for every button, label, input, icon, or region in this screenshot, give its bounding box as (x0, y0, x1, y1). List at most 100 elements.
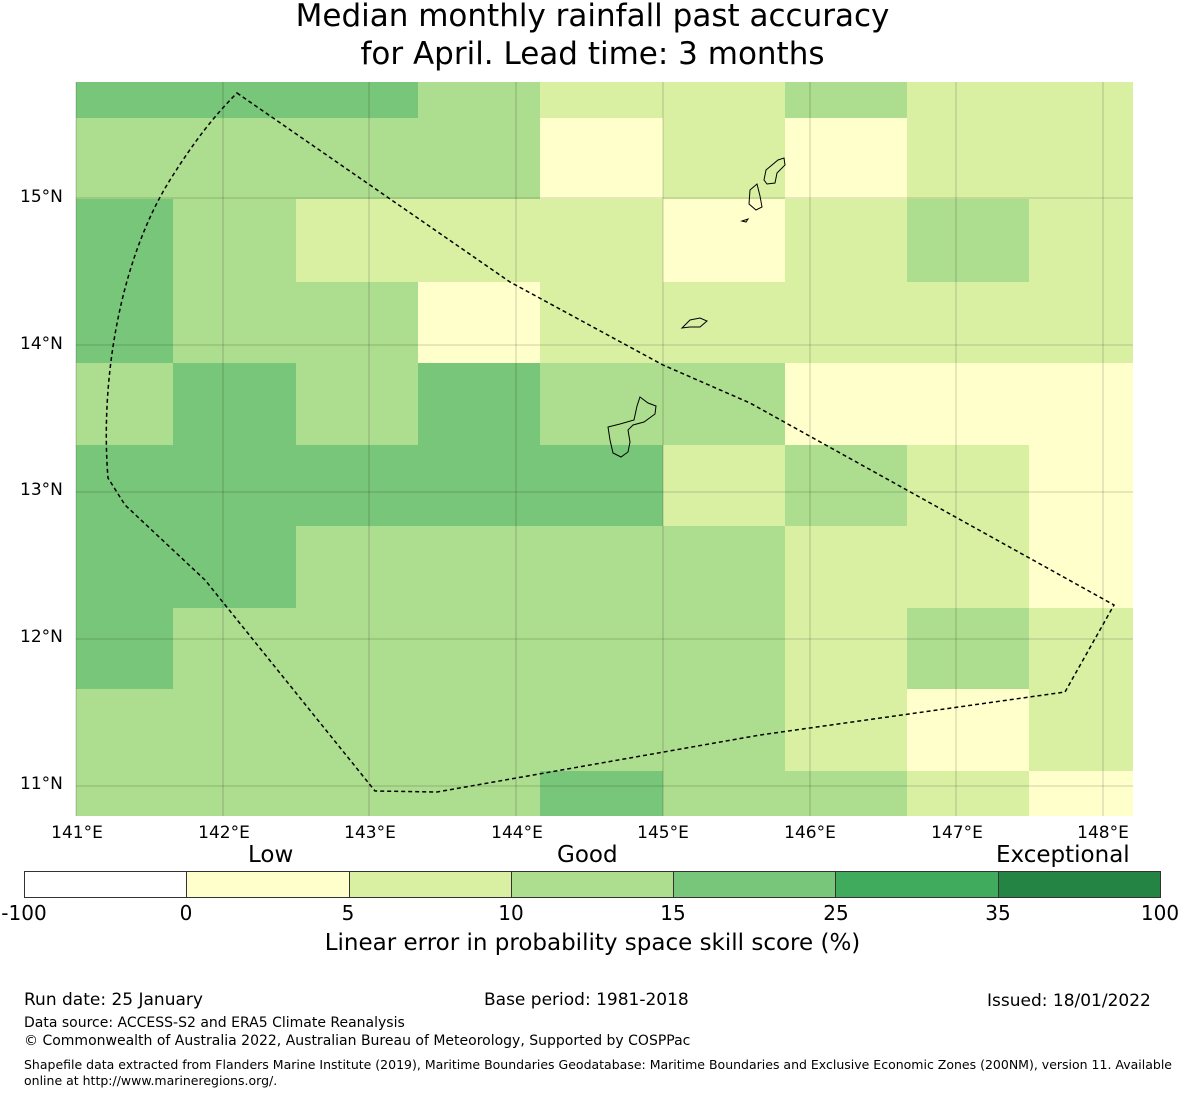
issued-date: Issued: 18/01/2022 (987, 991, 1151, 1011)
grid-cell (296, 118, 418, 199)
grid-cell (1029, 118, 1133, 199)
grid-cell (1029, 282, 1133, 363)
colorbar-tick: 25 (823, 901, 849, 925)
colorbar-segment (998, 872, 1160, 897)
rota-island (680, 317, 708, 329)
colorbar-tick: 15 (660, 901, 686, 925)
graticule (75, 82, 1133, 816)
grid-cell (418, 363, 540, 445)
lon-tick-label: 146°E (784, 823, 836, 843)
grid-cell (418, 608, 540, 689)
grid-cell (540, 526, 663, 608)
guam-island (607, 396, 657, 458)
grid-cell (296, 282, 418, 363)
grid-cell (173, 608, 296, 689)
grid-cell (76, 445, 173, 526)
grid-cell (76, 82, 173, 118)
grid-cell (296, 526, 418, 608)
grid-cell (785, 526, 907, 608)
grid-cell (296, 199, 418, 282)
grid-cell (173, 282, 296, 363)
grid-cell (907, 608, 1029, 689)
grid-cell (1029, 82, 1133, 118)
lon-tick-label: 141°E (51, 823, 103, 843)
map-title-line-2: for April. Lead time: 3 months (360, 36, 825, 72)
grid-cell (296, 445, 418, 526)
grid-cell (173, 82, 296, 118)
map-title-line-1: Median monthly rainfall past accuracy (295, 0, 890, 34)
grid-cell (173, 118, 296, 199)
grid-cell (907, 282, 1029, 363)
data-source: Data source: ACCESS-S2 and ERA5 Climate … (24, 1015, 405, 1031)
colorbar (24, 871, 1161, 898)
colorbar-tick: 100 (1140, 901, 1180, 925)
grid-cell (418, 82, 540, 118)
grid-cell (785, 445, 907, 526)
run-date: Run date: 25 January (24, 990, 203, 1010)
copyright: © Commonwealth of Australia 2022, Austra… (24, 1033, 691, 1049)
lon-tick-label: 144°E (491, 823, 543, 843)
grid-cell (540, 363, 663, 445)
grid-cell (1029, 363, 1133, 445)
grid-cell (663, 118, 785, 199)
legend-category-low: Low (248, 842, 294, 868)
grid-cell (907, 199, 1029, 282)
colorbar-title: Linear error in probability space skill … (324, 930, 861, 956)
grid-cell (76, 689, 173, 771)
lon-tick-label: 145°E (637, 823, 689, 843)
grid-cell (418, 199, 540, 282)
grid-cell (1029, 771, 1133, 816)
grid-cell (76, 608, 173, 689)
base-period: Base period: 1981-2018 (484, 990, 689, 1010)
grid-cell (907, 445, 1029, 526)
grid-cell (1029, 445, 1133, 526)
grid-cell (663, 199, 785, 282)
grid-cell (76, 199, 173, 282)
grid-cell (785, 118, 907, 199)
grid-cell (663, 445, 785, 526)
legend-category-exceptional: Exceptional (996, 842, 1130, 868)
grid-cell (173, 199, 296, 282)
grid-cell (173, 363, 296, 445)
lat-tick-label: 14°N (20, 334, 63, 354)
grid-cell (663, 82, 785, 118)
aguijan-island (740, 218, 750, 223)
colorbar-tick: -100 (1, 901, 47, 925)
grid-cell (76, 526, 173, 608)
grid-cell (663, 526, 785, 608)
grid-cell (76, 363, 173, 445)
grid-cell (1029, 608, 1133, 689)
grid-cell (540, 445, 663, 526)
grid-cell (418, 445, 540, 526)
grid-cell (173, 445, 296, 526)
legend-category-good: Good (557, 842, 618, 868)
colorbar-tick: 35 (985, 901, 1011, 925)
grid-cell (785, 689, 907, 771)
lon-tick-label: 147°E (931, 823, 983, 843)
grid-cell (540, 608, 663, 689)
colorbar-tick: 0 (179, 901, 193, 925)
colorbar-segment (674, 872, 837, 897)
grid-cell (418, 118, 540, 199)
colorbar-tick: 10 (498, 901, 524, 925)
grid-cell (296, 608, 418, 689)
grid-cell (663, 608, 785, 689)
grid-cell (418, 526, 540, 608)
grid-cell (418, 771, 540, 816)
colorbar-segment (836, 872, 999, 897)
grid-cell (907, 82, 1029, 118)
skill-grid (76, 82, 1133, 816)
grid-cell (663, 363, 785, 445)
grid-cell (663, 771, 785, 816)
lon-tick-label: 143°E (344, 823, 396, 843)
grid-cell (540, 118, 663, 199)
grid-cell (907, 771, 1029, 816)
eez-boundary (105, 92, 1116, 793)
lat-tick-label: 11°N (20, 774, 63, 794)
grid-cell (418, 282, 540, 363)
grid-cell (785, 82, 907, 118)
grid-cell (173, 526, 296, 608)
grid-cell (76, 118, 173, 199)
grid-cell (296, 689, 418, 771)
